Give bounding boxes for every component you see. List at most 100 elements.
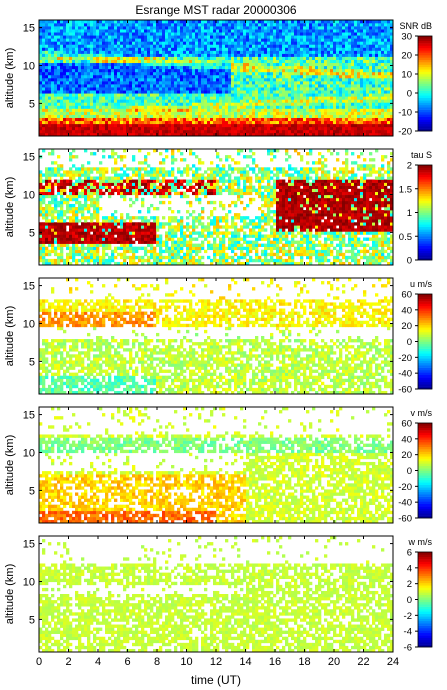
heatmap-cell	[126, 47, 130, 51]
heatmap-cell	[180, 65, 184, 70]
heatmap-cell	[258, 47, 262, 51]
heatmap-cell	[345, 81, 349, 85]
heatmap-cell	[120, 132, 124, 137]
heatmap-cell	[189, 81, 193, 85]
heatmap-cell	[264, 44, 268, 48]
heatmap-cell	[174, 99, 178, 103]
heatmap-cell	[330, 47, 334, 51]
heatmap-cell	[201, 62, 205, 67]
heatmap-cell	[261, 114, 265, 118]
heatmap-cell	[42, 50, 46, 54]
heatmap-cell	[309, 78, 313, 82]
heatmap-cell	[297, 32, 301, 36]
heatmap-cell	[204, 56, 208, 60]
heatmap-cell	[204, 108, 208, 112]
heatmap-cell	[51, 111, 55, 115]
heatmap-cell	[225, 23, 229, 27]
heatmap-cell	[60, 59, 64, 64]
heatmap-cell	[276, 111, 280, 115]
heatmap-cell	[354, 105, 358, 109]
heatmap-cell	[150, 105, 154, 109]
heatmap-cell	[210, 129, 214, 134]
heatmap-cell	[369, 126, 373, 131]
heatmap-cell	[90, 62, 94, 67]
heatmap-cell	[270, 38, 274, 42]
heatmap-cell	[126, 114, 130, 118]
heatmap-cell	[102, 41, 106, 45]
heatmap-cell	[330, 26, 334, 30]
heatmap-cell	[342, 59, 346, 64]
heatmap-cell	[156, 108, 160, 112]
heatmap-cell	[390, 90, 394, 94]
heatmap-cell	[39, 20, 43, 24]
heatmap-cell	[114, 111, 118, 115]
heatmap-cell	[303, 78, 307, 82]
heatmap-cell	[372, 84, 376, 88]
heatmap-cell	[237, 23, 241, 27]
heatmap-cell	[198, 56, 202, 60]
heatmap-cell	[309, 59, 313, 64]
heatmap-cell	[276, 65, 280, 70]
heatmap-cell	[297, 99, 301, 103]
heatmap-cell	[258, 84, 262, 88]
heatmap-cell	[168, 71, 172, 76]
heatmap-cell	[342, 105, 346, 109]
heatmap-cell	[78, 132, 82, 137]
heatmap-cell	[231, 126, 235, 131]
heatmap-cell	[213, 74, 217, 79]
heatmap-cell	[63, 105, 67, 109]
heatmap-cell	[141, 68, 145, 73]
heatmap-cell	[330, 32, 334, 36]
heatmap-cell	[228, 126, 232, 131]
heatmap-cell	[246, 93, 250, 97]
heatmap-cell	[318, 56, 322, 60]
heatmap-cell	[60, 179, 64, 183]
heatmap-cell	[306, 108, 310, 112]
heatmap-cell	[165, 47, 169, 51]
heatmap-cell	[168, 96, 172, 100]
heatmap-cell	[384, 47, 388, 51]
heatmap-cell	[291, 93, 295, 97]
heatmap-cell	[291, 62, 295, 67]
heatmap-cell	[132, 96, 136, 100]
heatmap-cell	[42, 249, 46, 254]
heatmap-cell	[93, 93, 97, 97]
heatmap-cell	[69, 38, 73, 42]
heatmap-cell	[120, 126, 124, 131]
heatmap-cell	[150, 114, 154, 118]
heatmap-cell	[108, 56, 112, 60]
heatmap-cell	[90, 35, 94, 39]
heatmap-cell	[228, 65, 232, 70]
heatmap-cell	[159, 47, 163, 51]
heatmap-cell	[267, 90, 271, 94]
heatmap-cell	[342, 120, 346, 125]
heatmap-cell	[291, 78, 295, 82]
heatmap-cell	[339, 132, 343, 137]
heatmap-cell	[75, 228, 79, 232]
heatmap-cell	[54, 90, 58, 94]
heatmap-cell	[186, 81, 190, 85]
heatmap-cell	[336, 68, 340, 73]
heatmap-cell	[84, 74, 88, 79]
heatmap-cell	[150, 35, 154, 39]
heatmap-cell	[285, 129, 289, 134]
heatmap-cell	[300, 99, 304, 103]
heatmap-cell	[363, 47, 367, 51]
heatmap-cell	[309, 20, 313, 24]
heatmap-cell	[321, 96, 325, 100]
heatmap-cell	[51, 194, 55, 199]
heatmap-cell	[306, 84, 310, 88]
heatmap-cell	[318, 99, 322, 103]
heatmap-cell	[129, 84, 133, 88]
heatmap-cell	[270, 65, 274, 70]
heatmap-cell	[228, 120, 232, 125]
heatmap-cell	[345, 23, 349, 27]
heatmap-cell	[198, 132, 202, 137]
heatmap-cell	[348, 47, 352, 51]
heatmap-cell	[375, 71, 379, 76]
heatmap-cell	[222, 74, 226, 79]
heatmap-cell	[312, 114, 316, 118]
heatmap-cell	[345, 102, 349, 106]
heatmap-cell	[207, 102, 211, 106]
heatmap-cell	[240, 53, 244, 57]
